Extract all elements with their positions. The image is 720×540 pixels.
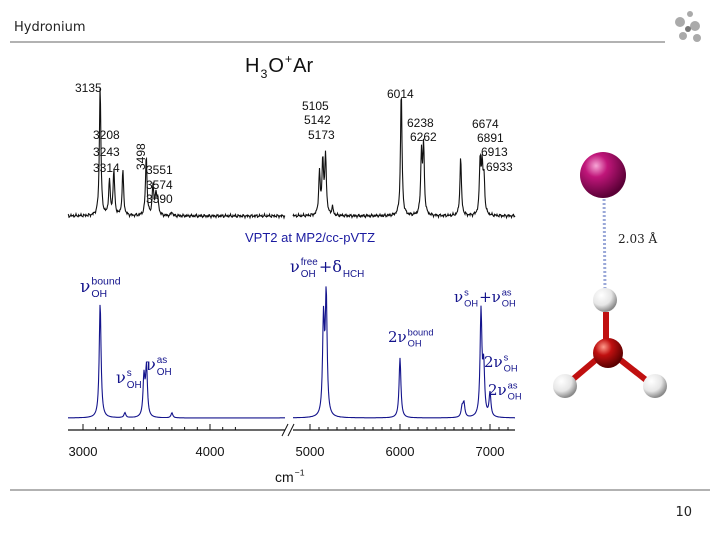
peak-label: 6262 xyxy=(410,130,437,144)
figure-title: Ar xyxy=(293,55,313,77)
assignment-label-sub: OH xyxy=(508,392,522,402)
peak-label: 6933 xyxy=(486,160,513,174)
assignment-label-sup: free xyxy=(301,257,319,268)
peak-label: 3135 xyxy=(75,81,102,95)
axis-label: cm xyxy=(275,469,294,485)
peak-label: 6238 xyxy=(407,116,434,130)
assignment-label: 2ν xyxy=(488,381,507,399)
peak-label: 3574 xyxy=(146,178,173,192)
tick-label: 4000 xyxy=(196,444,225,459)
bond-length: 2.03 Å xyxy=(618,231,658,246)
figure-title: O xyxy=(268,55,284,77)
assignment-label-sup: bound xyxy=(408,327,434,337)
method-label: VPT2 at MP2/cc-pVTZ xyxy=(245,230,375,245)
assignment-label-sub: OH xyxy=(91,288,107,300)
tick-label: 5000 xyxy=(296,444,325,459)
tick-label: 6000 xyxy=(386,444,415,459)
peak-label: 3243 xyxy=(93,145,120,159)
assignment-label-sub: HCH xyxy=(343,269,364,280)
assignment-label: ν xyxy=(290,257,300,276)
assignment-label-sup: as xyxy=(508,380,518,390)
peak-label: 5105 xyxy=(302,99,329,113)
assignment-label: ν xyxy=(80,277,90,297)
assignment-label-sup: as xyxy=(157,355,168,366)
assignment-label: 2ν xyxy=(484,353,503,371)
theory-spectrum xyxy=(293,286,515,419)
figure-title: H xyxy=(245,55,259,77)
peak-label: 3314 xyxy=(93,161,120,175)
assignment-label-sub: OH xyxy=(127,380,142,391)
assignment-label-sup: s xyxy=(504,352,509,362)
assignment-label-sup: s xyxy=(127,368,132,379)
assignment-label-sup: bound xyxy=(91,275,120,287)
assignment-label: ν xyxy=(146,355,156,374)
assignment-label-sup: as xyxy=(502,287,512,297)
tick-label: 3000 xyxy=(69,444,98,459)
header-title: Hydronium xyxy=(14,20,86,35)
molecule xyxy=(553,152,667,398)
figure-title-sub: 3 xyxy=(260,67,267,81)
peak-label: 5173 xyxy=(308,128,335,142)
assignment-label: 2ν xyxy=(388,328,407,346)
assignment-label-sub: OH xyxy=(464,299,478,309)
experimental-spectrum xyxy=(292,98,516,220)
assignment-label-sub: OH xyxy=(408,339,422,349)
assignment-label: +ν xyxy=(479,288,501,306)
peak-label: 3498 xyxy=(134,143,148,170)
logo xyxy=(675,11,701,42)
assignment-label-sup: s xyxy=(464,287,469,297)
peak-label: 3208 xyxy=(93,128,120,142)
assignment-label-sub: OH xyxy=(301,269,316,280)
axis-break xyxy=(281,423,295,437)
page-number: 10 xyxy=(675,505,692,520)
assignment-label-sub: OH xyxy=(504,364,518,374)
assignment-label-sub: OH xyxy=(157,367,172,378)
peak-label: 5142 xyxy=(304,113,331,127)
assignment-label: ν xyxy=(116,368,126,387)
theory-spectrum xyxy=(68,304,285,419)
peak-label: 6891 xyxy=(477,131,504,145)
peak-label: 3590 xyxy=(146,192,173,206)
assignment-label-sub: OH xyxy=(502,299,516,309)
peak-label: 3551 xyxy=(146,163,173,177)
tick-label: 7000 xyxy=(476,444,505,459)
peak-label: 6014 xyxy=(387,87,414,101)
assignment-label: ν xyxy=(454,288,463,306)
axis-label-sup: −1 xyxy=(295,468,305,478)
assignment-label: +δ xyxy=(319,257,342,276)
peak-label: 6674 xyxy=(472,117,499,131)
experimental-spectrum xyxy=(67,88,286,220)
figure-title-sup: + xyxy=(285,52,292,66)
peak-label: 6913 xyxy=(481,145,508,159)
